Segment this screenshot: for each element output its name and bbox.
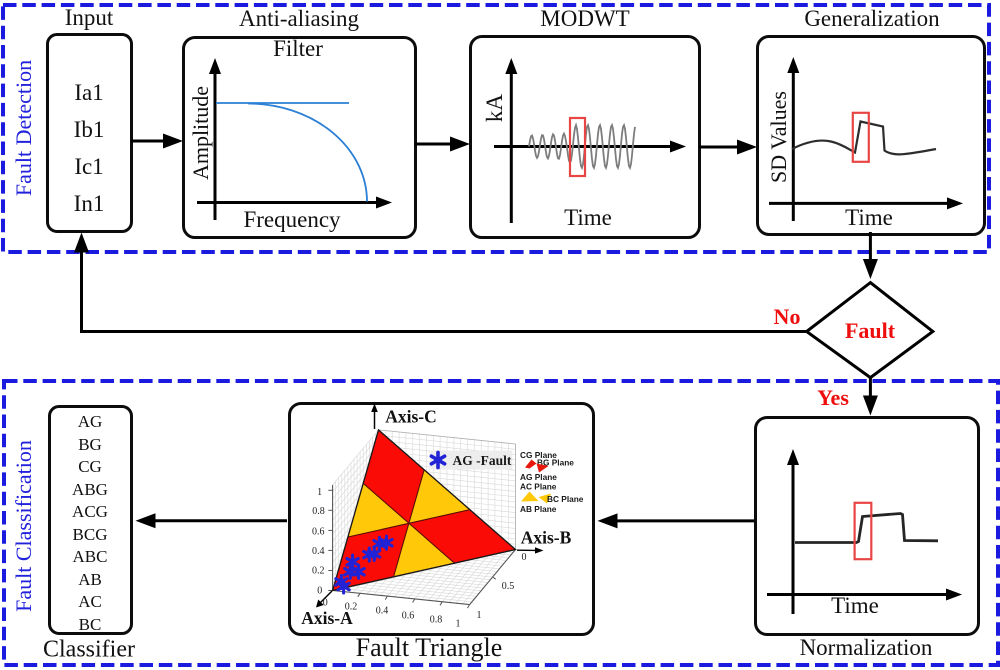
svg-text:0: 0 <box>317 586 322 597</box>
svg-text:0.4: 0.4 <box>312 546 325 557</box>
svg-text:0: 0 <box>323 597 328 608</box>
svg-text:AG -Fault: AG -Fault <box>453 453 512 468</box>
svg-text:BG Plane: BG Plane <box>537 458 574 468</box>
svg-text:1: 1 <box>477 610 482 621</box>
svg-text:0.6: 0.6 <box>312 526 325 537</box>
svg-text:AB Plane: AB Plane <box>520 504 557 514</box>
svg-text:0: 0 <box>522 552 527 563</box>
svg-text:Axis-B: Axis-B <box>521 528 572 548</box>
svg-text:CG Plane: CG Plane <box>520 450 557 460</box>
svg-text:1: 1 <box>317 487 322 498</box>
svg-text:0.8: 0.8 <box>430 614 443 625</box>
svg-text:0.8: 0.8 <box>312 506 325 517</box>
svg-text:Axis-C: Axis-C <box>385 407 437 427</box>
svg-text:AC Plane: AC Plane <box>520 482 557 492</box>
svg-text:Axis-A: Axis-A <box>301 608 353 628</box>
svg-text:AG Plane: AG Plane <box>520 472 557 482</box>
svg-text:0.6: 0.6 <box>402 611 415 622</box>
svg-text:1: 1 <box>456 618 461 629</box>
svg-text:0.4: 0.4 <box>376 606 389 617</box>
svg-text:0.2: 0.2 <box>345 602 358 613</box>
svg-text:0.5: 0.5 <box>502 581 515 592</box>
svg-text:0.2: 0.2 <box>312 566 325 577</box>
svg-text:BC Plane: BC Plane <box>547 494 584 504</box>
